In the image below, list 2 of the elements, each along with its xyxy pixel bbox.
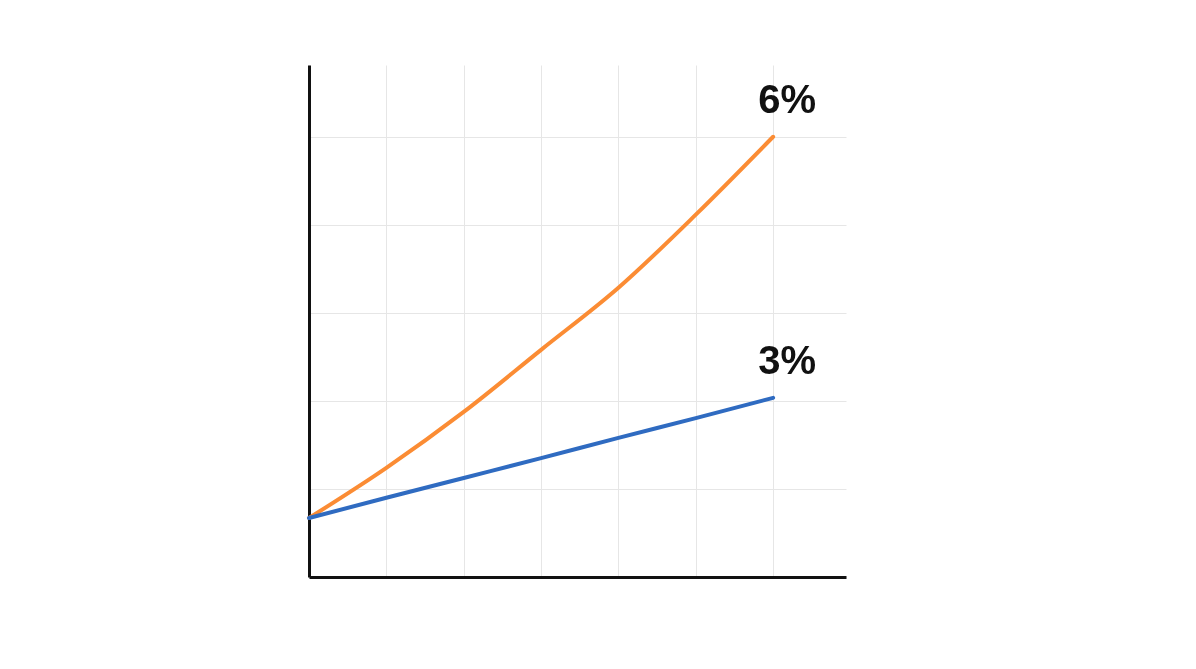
series-label: 6% (758, 76, 817, 121)
series-label: 3% (758, 337, 817, 382)
